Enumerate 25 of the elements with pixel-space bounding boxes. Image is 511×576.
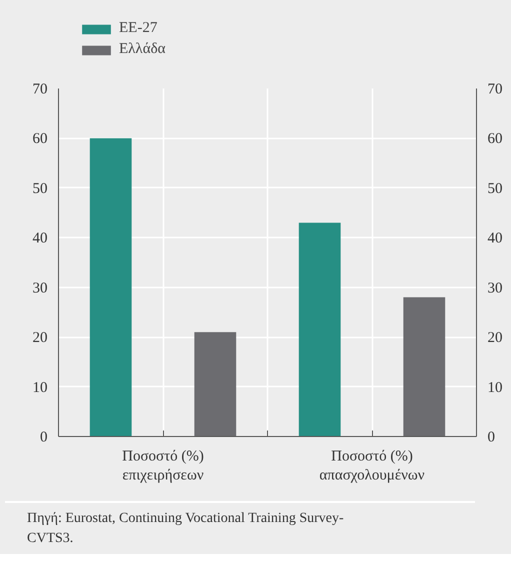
bar bbox=[90, 138, 132, 436]
y2-tick-label: 20 bbox=[488, 330, 502, 346]
y2-tick-label: 60 bbox=[488, 131, 502, 148]
y2-tick-label: 10 bbox=[488, 380, 502, 396]
y-tick-label: 70 bbox=[32, 82, 48, 98]
bar bbox=[298, 222, 341, 436]
text: Πηγή: Eurostat, Continuing Vocational Training Survey- CVTS3. bbox=[27, 510, 344, 548]
y-tick-label: 60 bbox=[32, 131, 48, 148]
x-tick-label: Ποσοστό (%) επιχειρήσεων bbox=[122, 448, 204, 484]
y-tick-label: 20 bbox=[32, 330, 48, 346]
y-tick-label: 0 bbox=[40, 430, 48, 446]
legend-label: ΕΕ-27 bbox=[119, 20, 158, 37]
y2-tick-label: 50 bbox=[488, 180, 502, 197]
y-tick-label: 30 bbox=[32, 280, 48, 296]
y-tick-label: 40 bbox=[32, 230, 48, 247]
y2-tick-label: 70 bbox=[488, 82, 502, 98]
y-tick-label: 10 bbox=[32, 380, 48, 396]
legend-label: Ελλάδα bbox=[119, 41, 166, 58]
bar bbox=[194, 332, 236, 436]
y-tick-label: 50 bbox=[32, 180, 48, 197]
y2-tick-label: 30 bbox=[488, 280, 502, 296]
bar bbox=[403, 297, 446, 436]
y2-tick-label: 40 bbox=[488, 230, 502, 247]
x-tick-label: Ποσοστό (%) απασχολουμένων bbox=[319, 448, 425, 484]
y2-tick-label: 0 bbox=[488, 430, 495, 446]
